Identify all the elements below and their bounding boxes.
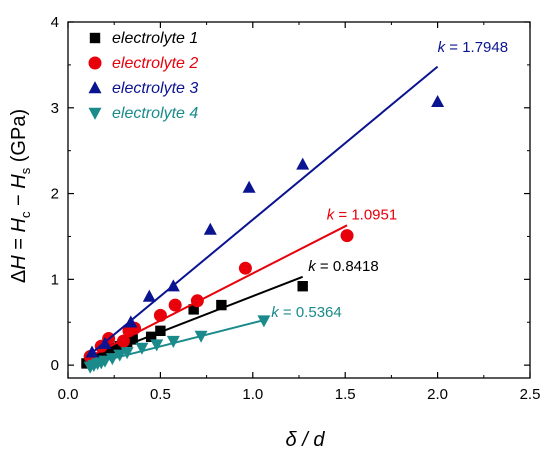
data-point-series-1 (216, 299, 227, 311)
data-point-series-4 (113, 349, 127, 362)
data-point-series-4 (120, 347, 134, 360)
data-point-series-1 (145, 331, 157, 343)
data-point-series-2 (238, 261, 252, 275)
data-point-series-3 (85, 345, 99, 358)
legend-marker-2 (88, 56, 102, 70)
data-point-series-2 (153, 308, 167, 322)
y-axis-label: ΔH = Hc − Hs (GPa) (8, 109, 33, 283)
data-point-series-2 (168, 298, 182, 312)
data-point-series-4 (98, 355, 112, 368)
data-point-series-4 (105, 353, 119, 366)
data-point-series-4 (150, 339, 164, 352)
legend-label-3: electrolyte 3 (112, 80, 198, 97)
data-point-series-1 (97, 349, 109, 361)
y-tick-label: 1 (51, 271, 59, 288)
x-tick-label: 2.5 (520, 386, 541, 403)
legend-label-2: electrolyte 2 (112, 55, 198, 72)
data-point-series-1 (297, 281, 308, 292)
data-point-series-3 (166, 279, 180, 292)
y-tick-label: 3 (51, 100, 59, 117)
data-point-series-4 (135, 342, 149, 355)
data-point-series-3 (142, 289, 156, 302)
data-point-series-1 (103, 347, 114, 358)
data-point-series-2 (190, 294, 204, 308)
data-point-series-2 (116, 334, 130, 348)
data-point-series-4 (257, 315, 271, 328)
data-point-series-1 (188, 304, 199, 315)
legend-label-4: electrolyte 4 (112, 105, 198, 122)
data-point-series-3 (431, 94, 445, 107)
plot-area: 0.0 0.5 1.0 1.5 2.0 2.5 0 1 2 3 4 k = 0.8418 k = 1.0… (51, 14, 541, 403)
slope-annotation-1: k = 0.8418 (308, 258, 378, 275)
x-tick-label: 0.0 (58, 386, 79, 403)
data-point-series-3 (124, 315, 138, 328)
fit-line-3 (85, 65, 439, 359)
y-tick-label: 2 (51, 186, 59, 203)
x-tick-label: 2.0 (427, 386, 448, 403)
y-tick-label: 0 (51, 357, 59, 374)
data-point-series-3 (98, 336, 112, 349)
data-point-series-1 (109, 342, 120, 354)
data-point-series-3 (296, 157, 310, 170)
data-point-series-1 (127, 334, 138, 345)
x-tick-label: 0.5 (150, 386, 171, 403)
data-point-series-3 (242, 180, 256, 193)
slope-annotation-3: k = 1.7948 (438, 39, 508, 56)
legend-label-1: electrolyte 1 (112, 30, 198, 47)
data-point-series-3 (203, 222, 217, 235)
slope-annotation-2: k = 1.0951 (327, 206, 397, 223)
x-tick-label: 1.5 (335, 386, 356, 403)
data-point-series-4 (194, 330, 208, 343)
legend-marker-3 (88, 81, 102, 94)
legend-marker-1 (89, 32, 101, 44)
x-axis-label: δ / d (286, 429, 326, 451)
data-point-series-4 (166, 335, 180, 348)
data-point-series-1 (155, 325, 166, 337)
data-point-series-2 (340, 229, 354, 243)
legend-marker-4 (88, 107, 102, 120)
x-tick-label: 1.0 (242, 386, 263, 403)
y-tick-label: 4 (51, 14, 59, 31)
slope-annotation-4: k = 0.5364 (271, 304, 341, 321)
